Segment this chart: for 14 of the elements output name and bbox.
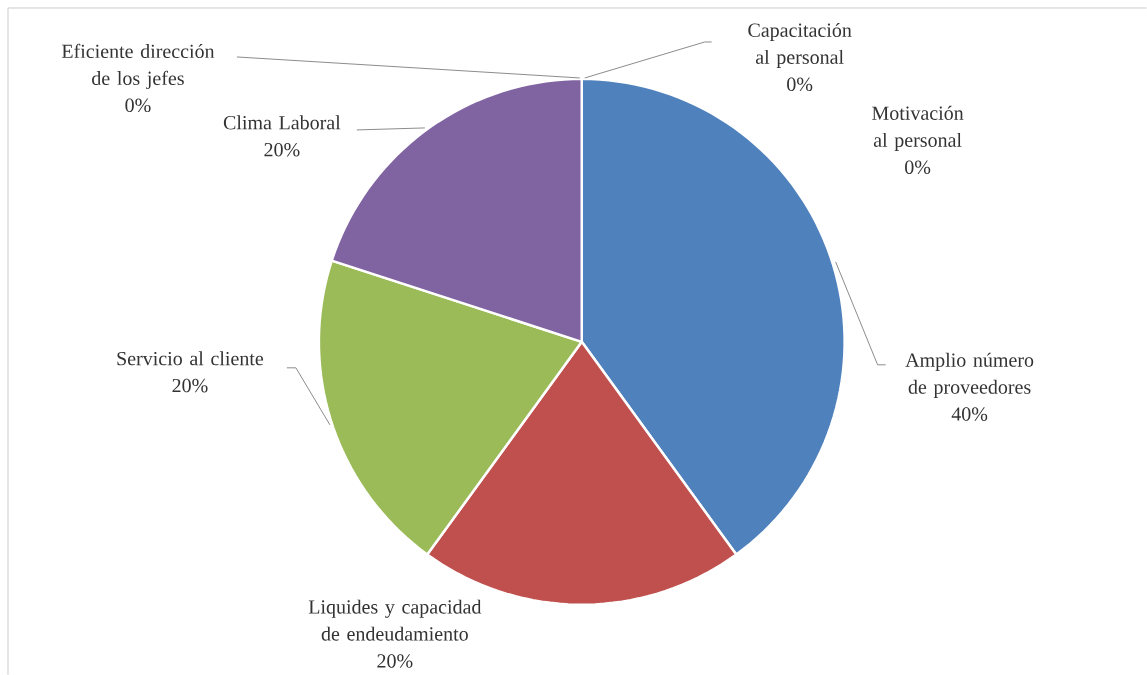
- slice-label: Servicio al cliente: [117, 351, 264, 366]
- slice-label: Amplio número de proveedores: [905, 352, 1034, 398]
- data-label: 20%: [172, 378, 208, 393]
- text: 0%: [787, 77, 813, 91]
- category-label: Capacitación al personal: [748, 22, 852, 68]
- category-label: Eficiente dirección de los jefes: [61, 43, 215, 90]
- data-label: 20%: [377, 654, 413, 668]
- slice-label: Clima Laboral: [223, 115, 341, 130]
- category-label: Motivación al personal: [872, 105, 964, 151]
- text: 0%: [905, 160, 931, 174]
- data-label: 40%: [951, 407, 988, 421]
- data-label: 20%: [264, 142, 300, 157]
- text: 0%: [125, 98, 151, 113]
- slice-label: Liquides y capacidad de endeudamiento: [308, 599, 482, 641]
